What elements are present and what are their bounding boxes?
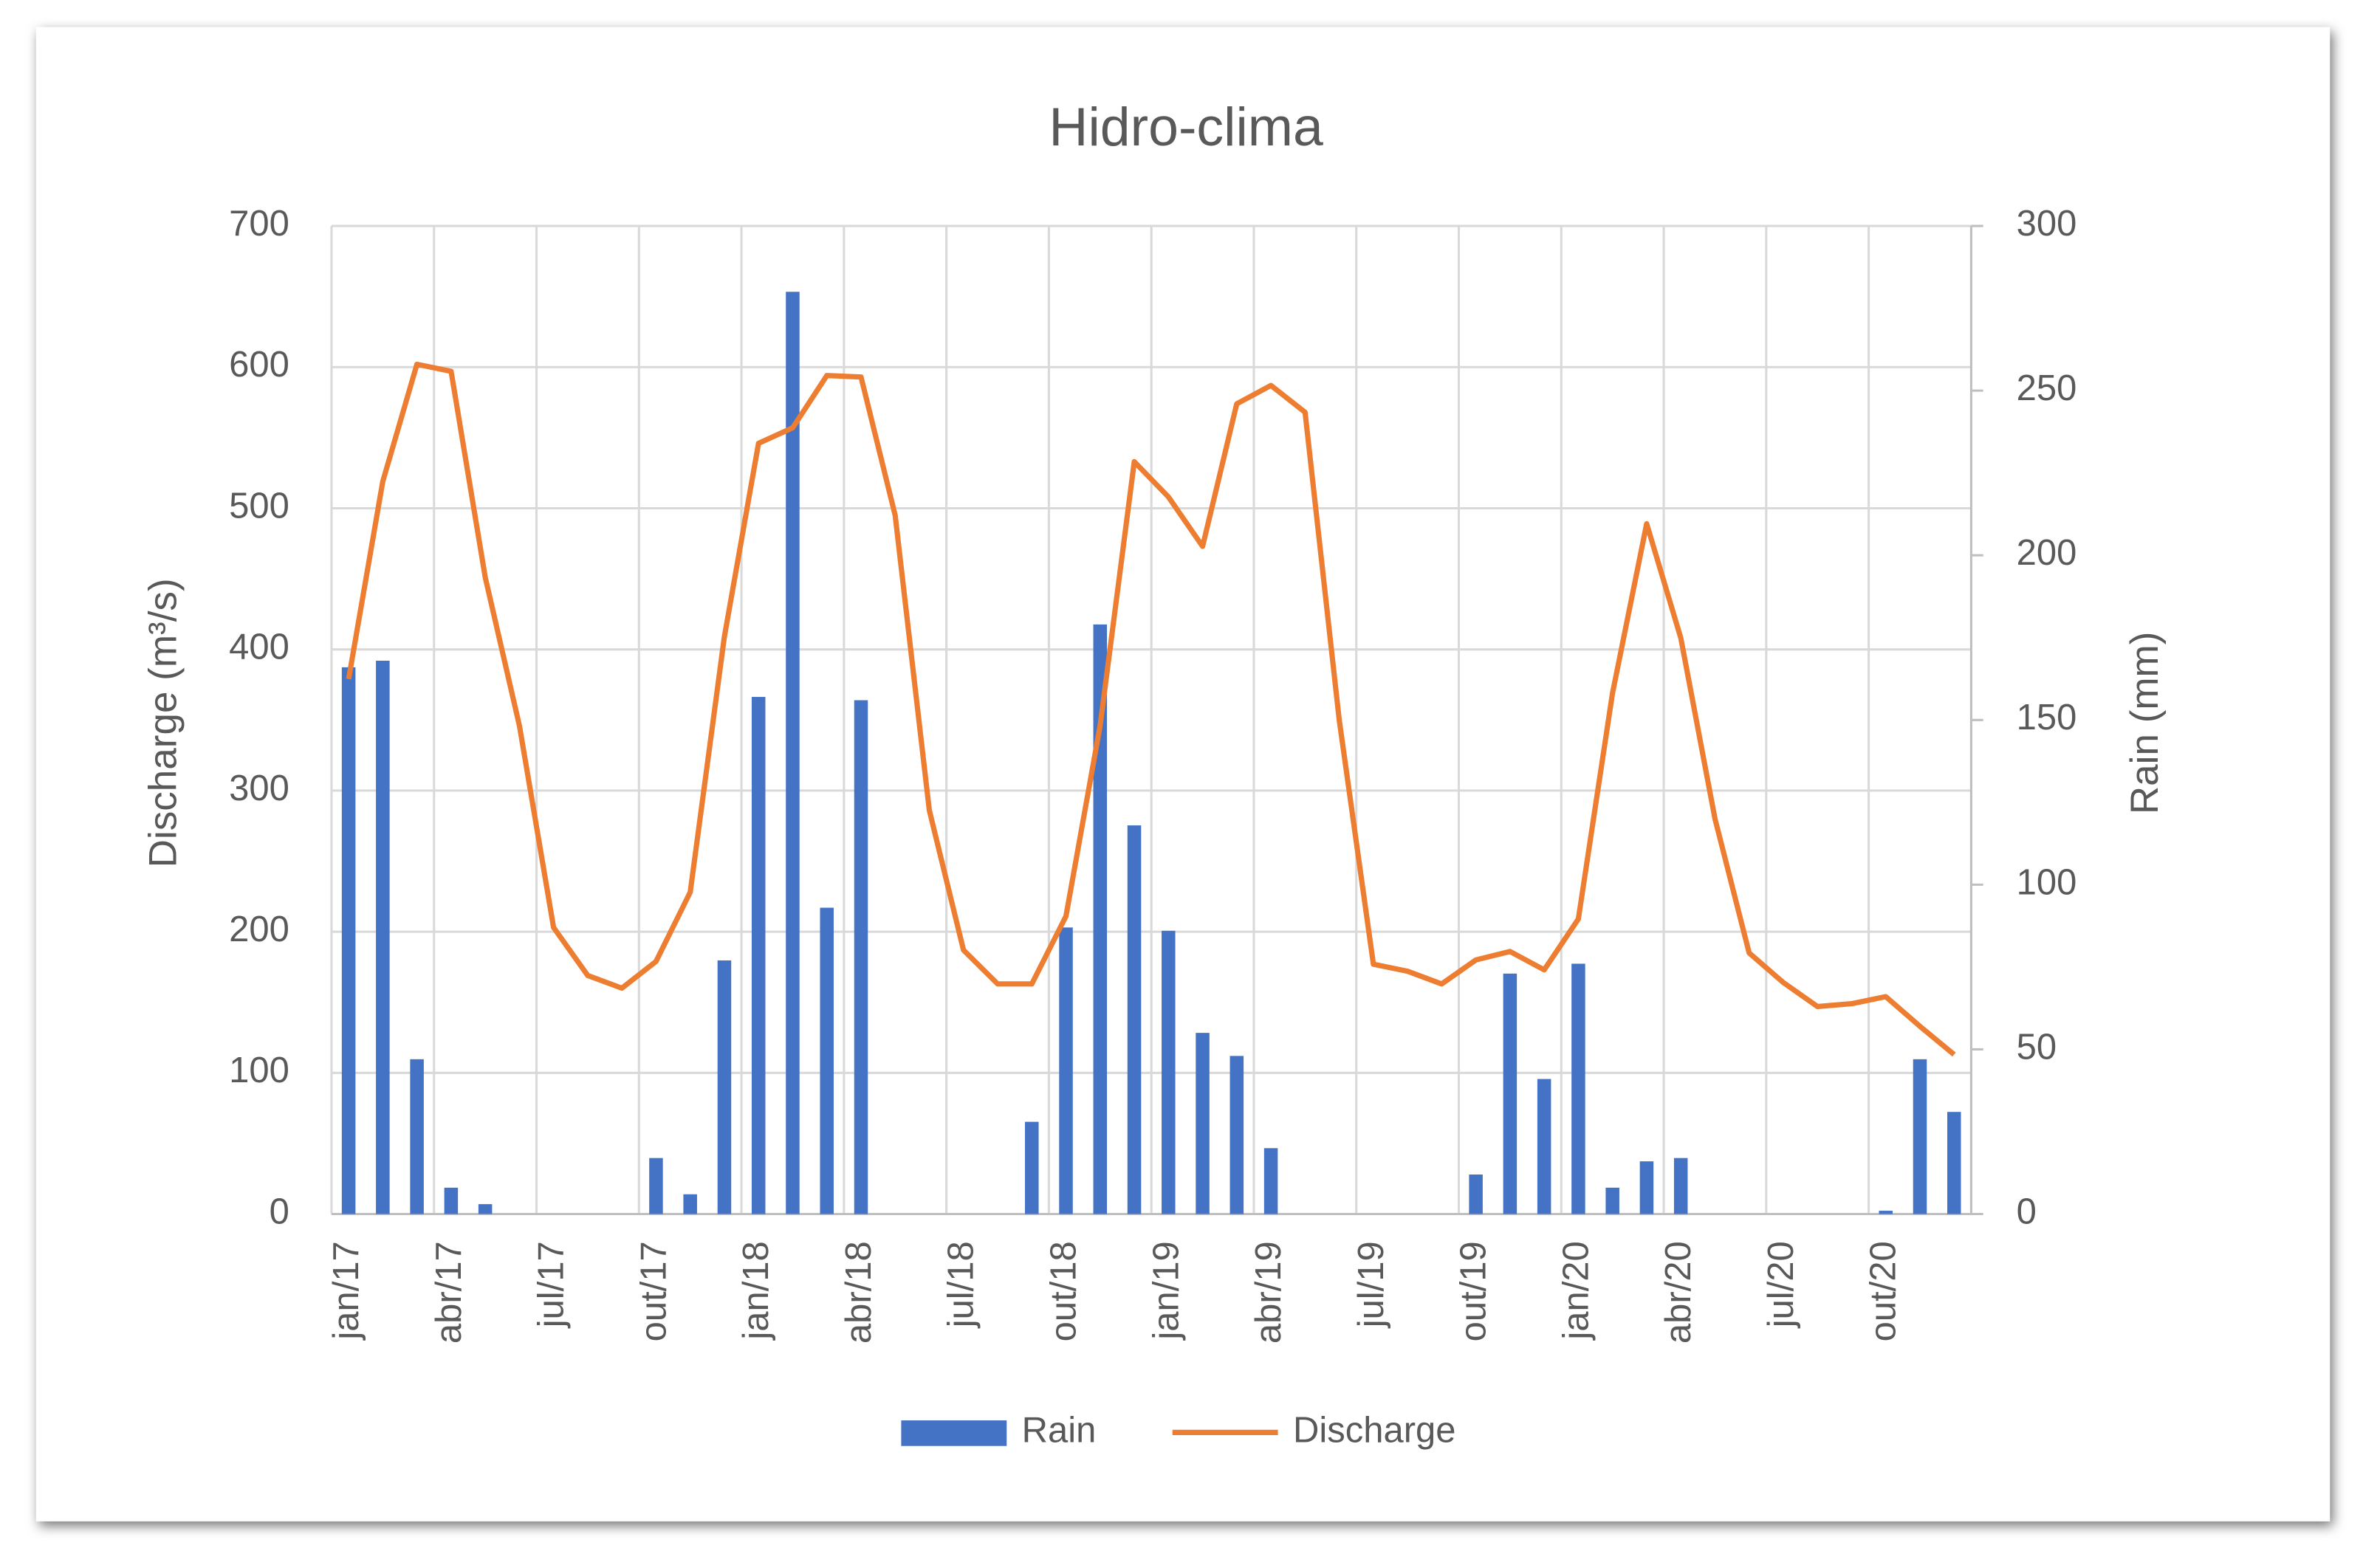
legend-label: Rain <box>1022 1410 1097 1450</box>
bar <box>1162 930 1176 1214</box>
bar <box>717 960 732 1214</box>
y-tick-label: 200 <box>229 909 289 949</box>
y2-tick-label: 150 <box>2017 698 2077 737</box>
bar <box>1673 1158 1688 1214</box>
x-tick-label: jul/20 <box>1761 1241 1801 1329</box>
x-tick-label: jan/20 <box>1556 1241 1596 1341</box>
legend-label: Discharge <box>1293 1410 1455 1450</box>
x-tick-label: out/19 <box>1454 1241 1494 1341</box>
bar <box>1196 1033 1210 1214</box>
bar <box>1571 963 1585 1214</box>
y2-tick-label: 200 <box>2017 533 2077 573</box>
bar <box>376 660 390 1214</box>
x-tick-label: jan/19 <box>1146 1241 1186 1341</box>
y2-tick-label: 250 <box>2017 368 2077 408</box>
y2-axis-label: Rain (mm) <box>2123 632 2167 815</box>
x-tick-label: abr/19 <box>1249 1241 1289 1344</box>
y-tick-label: 500 <box>229 486 289 526</box>
bar <box>478 1204 493 1214</box>
y2-tick-label: 0 <box>2017 1192 2037 1231</box>
y2-tick-label: 300 <box>2017 204 2077 244</box>
bar <box>820 907 834 1214</box>
bar <box>1093 624 1108 1214</box>
bar <box>751 697 766 1214</box>
x-tick-label: jul/17 <box>532 1241 572 1329</box>
bar <box>1879 1211 1893 1214</box>
y-tick-label: 700 <box>229 204 289 244</box>
bar <box>1229 1056 1244 1214</box>
line <box>346 361 1956 1057</box>
chart-frame <box>35 27 2331 1521</box>
bar <box>649 1158 663 1214</box>
bar <box>1947 1112 1961 1214</box>
chart-title: Hidro-clima <box>1049 96 1323 157</box>
bar <box>1059 927 1073 1214</box>
bar <box>1605 1187 1619 1214</box>
bar <box>1469 1174 1483 1214</box>
bar <box>1503 973 1517 1214</box>
y-tick-label: 600 <box>229 345 289 385</box>
bar <box>410 1059 424 1214</box>
x-tick-label: abr/20 <box>1659 1241 1698 1344</box>
bar <box>1127 825 1142 1214</box>
legend-swatch <box>901 1420 1007 1446</box>
x-tick-label: abr/17 <box>429 1241 469 1344</box>
x-tick-label: out/18 <box>1043 1241 1083 1341</box>
bar <box>854 700 868 1214</box>
x-tick-label: jul/19 <box>1351 1241 1391 1329</box>
x-tick-label: out/17 <box>634 1241 673 1341</box>
bar <box>683 1194 697 1214</box>
bar <box>1263 1148 1278 1214</box>
bar <box>341 667 356 1214</box>
x-tick-label: jan/18 <box>736 1241 776 1341</box>
x-tick-label: out/20 <box>1864 1241 1904 1341</box>
x-tick-label: abr/18 <box>839 1241 879 1344</box>
x-tick-label: jan/17 <box>326 1241 366 1341</box>
bar <box>1913 1059 1927 1214</box>
bar <box>786 292 800 1214</box>
x-tick-label: jul/18 <box>942 1241 981 1329</box>
y2-tick-label: 50 <box>2017 1027 2057 1067</box>
y-tick-label: 100 <box>229 1051 289 1090</box>
bar <box>1025 1121 1039 1214</box>
bar <box>1639 1161 1654 1214</box>
y-axis-label: Discharge (m³/s) <box>142 578 185 867</box>
bar <box>444 1187 459 1214</box>
y-tick-label: 400 <box>229 627 289 667</box>
y-tick-label: 300 <box>229 768 289 808</box>
y-tick-label: 0 <box>270 1192 289 1231</box>
y2-tick-label: 100 <box>2017 862 2077 902</box>
bar <box>1537 1079 1551 1214</box>
